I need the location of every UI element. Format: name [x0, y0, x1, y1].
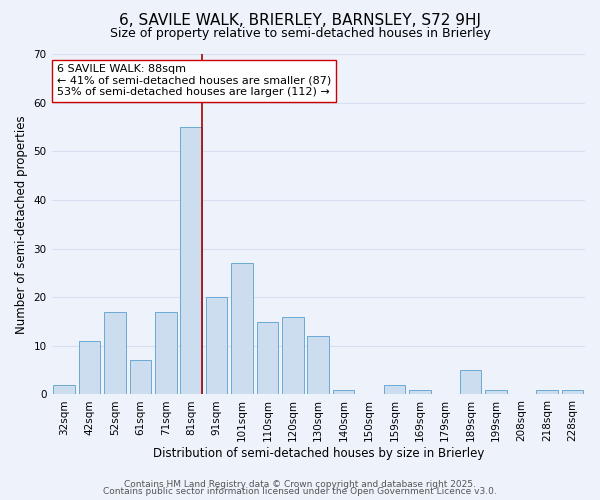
Bar — [257, 322, 278, 394]
Bar — [53, 384, 75, 394]
Bar — [79, 341, 100, 394]
Bar — [104, 312, 126, 394]
Bar — [206, 297, 227, 394]
Bar — [536, 390, 557, 394]
Text: Contains public sector information licensed under the Open Government Licence v3: Contains public sector information licen… — [103, 488, 497, 496]
Text: 6 SAVILE WALK: 88sqm
← 41% of semi-detached houses are smaller (87)
53% of semi-: 6 SAVILE WALK: 88sqm ← 41% of semi-detac… — [57, 64, 331, 98]
Bar — [562, 390, 583, 394]
Bar — [307, 336, 329, 394]
Text: Size of property relative to semi-detached houses in Brierley: Size of property relative to semi-detach… — [110, 28, 490, 40]
Bar — [181, 127, 202, 394]
X-axis label: Distribution of semi-detached houses by size in Brierley: Distribution of semi-detached houses by … — [152, 447, 484, 460]
Bar — [130, 360, 151, 394]
Bar — [282, 316, 304, 394]
Text: 6, SAVILE WALK, BRIERLEY, BARNSLEY, S72 9HJ: 6, SAVILE WALK, BRIERLEY, BARNSLEY, S72 … — [119, 12, 481, 28]
Text: Contains HM Land Registry data © Crown copyright and database right 2025.: Contains HM Land Registry data © Crown c… — [124, 480, 476, 489]
Bar — [231, 263, 253, 394]
Bar — [155, 312, 176, 394]
Bar — [485, 390, 507, 394]
Y-axis label: Number of semi-detached properties: Number of semi-detached properties — [15, 115, 28, 334]
Bar — [409, 390, 431, 394]
Bar — [460, 370, 481, 394]
Bar — [333, 390, 355, 394]
Bar — [383, 384, 405, 394]
